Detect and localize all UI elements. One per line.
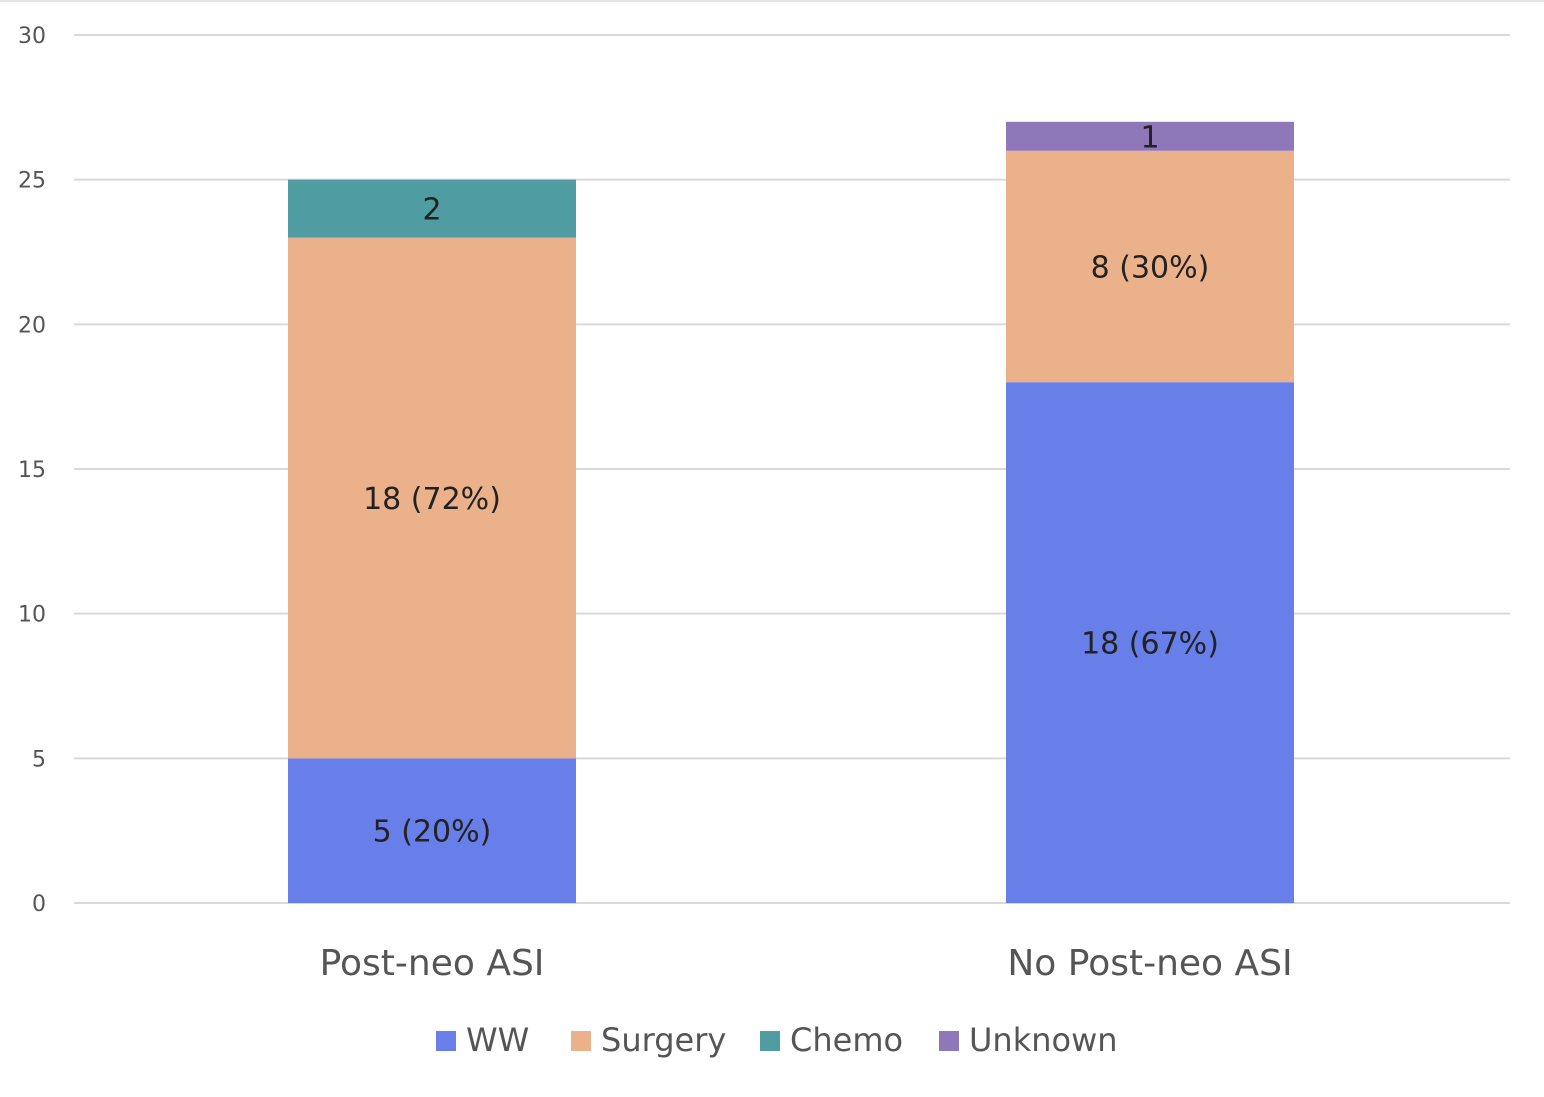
- bars: 5 (20%) 18 (72%) 2 18 (67%) 8 (30%) 1: [288, 120, 1294, 903]
- legend-swatch-chemo: [760, 1031, 780, 1051]
- data-label: 2: [422, 193, 441, 228]
- y-tick-label: 15: [18, 458, 46, 483]
- legend: WW Surgery Chemo Unknown: [436, 1021, 1118, 1059]
- legend-label: WW: [466, 1021, 529, 1059]
- legend-label: Unknown: [969, 1021, 1118, 1059]
- legend-label: Chemo: [790, 1021, 903, 1059]
- x-category-label: No Post-neo ASI: [1007, 943, 1292, 984]
- legend-swatch-surgery: [571, 1031, 591, 1051]
- bar-segment-chemo: [288, 179, 576, 238]
- bar-segment-unknown: [1006, 121, 1294, 151]
- y-tick-label: 30: [18, 24, 46, 49]
- bar-segment-surgery: [288, 237, 576, 759]
- legend-label: Surgery: [601, 1021, 726, 1059]
- y-axis-ticks: 0 5 10 15 20 25 30: [18, 24, 46, 917]
- data-label: 18 (72%): [363, 482, 501, 517]
- x-axis-categories: Post-neo ASI No Post-neo ASI: [320, 943, 1293, 984]
- data-label: 1: [1140, 120, 1159, 155]
- x-category-label: Post-neo ASI: [320, 943, 545, 984]
- bar-segment-ww: [1006, 382, 1294, 903]
- data-label: 5 (20%): [373, 815, 492, 850]
- legend-swatch-unknown: [939, 1031, 959, 1051]
- bar-segment-ww: [288, 758, 576, 903]
- bar-segment-surgery: [1006, 150, 1294, 383]
- legend-swatch-ww: [436, 1031, 456, 1051]
- data-label: 18 (67%): [1081, 627, 1219, 662]
- y-tick-label: 0: [32, 892, 46, 917]
- y-tick-label: 10: [18, 603, 46, 628]
- y-tick-label: 25: [18, 169, 46, 194]
- data-label: 8 (30%): [1091, 250, 1210, 285]
- y-tick-label: 20: [18, 313, 46, 338]
- y-tick-label: 5: [32, 747, 46, 772]
